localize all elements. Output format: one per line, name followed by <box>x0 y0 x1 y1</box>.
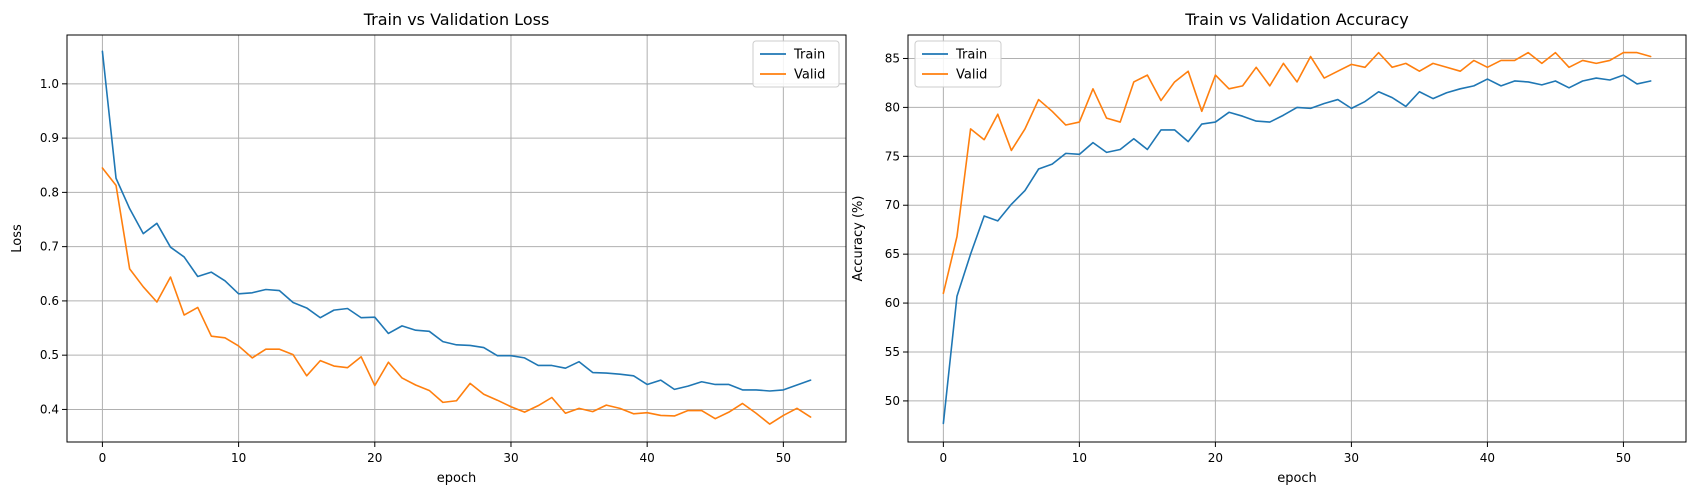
loss-x-axis-label: epoch <box>437 471 477 486</box>
loss-ytick-label: 0.8 <box>40 185 59 199</box>
accuracy-legend-box <box>914 40 1002 88</box>
loss-chart-title: Train vs Validation Loss <box>363 10 550 29</box>
loss-xtick-label: 20 <box>367 451 382 465</box>
accuracy-xtick-label: 50 <box>1616 451 1631 465</box>
accuracy-ytick-label: 60 <box>885 296 900 310</box>
accuracy-ytick-label: 80 <box>885 100 900 114</box>
accuracy-xtick-label: 30 <box>1344 451 1359 465</box>
accuracy-xtick-label: 40 <box>1480 451 1495 465</box>
loss-series-valid-line <box>101 167 812 425</box>
accuracy-xtick-label: 0 <box>940 451 948 465</box>
accuracy-legend: Train Valid <box>914 40 1002 88</box>
accuracy-ytick-label: 50 <box>885 394 900 408</box>
loss-ytick-label: 0.5 <box>40 348 59 362</box>
accuracy-ytick-label: 75 <box>885 149 900 163</box>
loss-plot-frame <box>66 34 847 443</box>
accuracy-xtick-label: 20 <box>1208 451 1223 465</box>
loss-ytick-label: 0.6 <box>40 294 59 308</box>
loss-xtick-label: 30 <box>503 451 518 465</box>
accuracy-chart: 0 10 20 30 40 50 50 55 60 65 70 75 80 85 Train vs Vali… <box>851 10 1687 486</box>
loss-legend-box <box>752 40 840 88</box>
loss-xtick-label: 40 <box>640 451 655 465</box>
accuracy-ytick-label: 55 <box>885 345 900 359</box>
loss-series-train-line <box>101 50 812 392</box>
loss-ytick-label: 0.7 <box>40 240 59 254</box>
accuracy-legend-label-valid: Valid <box>956 68 987 83</box>
accuracy-ytick-label: 85 <box>885 51 900 65</box>
loss-xtick-label: 50 <box>776 451 791 465</box>
loss-chart: 0 10 20 30 40 50 0.4 0.5 0.6 0.7 0.8 0.9 1.0 Train vs… <box>10 10 847 486</box>
loss-legend-label-valid: Valid <box>794 68 825 83</box>
accuracy-series-valid-line <box>942 51 1652 295</box>
accuracy-y-axis-label: Accuracy (%) <box>851 196 866 282</box>
loss-ytick-label: 1.0 <box>40 77 59 91</box>
loss-ytick-label: 0.9 <box>40 131 59 145</box>
loss-legend: Train Valid <box>752 40 840 88</box>
loss-xtick-label: 10 <box>231 451 246 465</box>
accuracy-x-axis-label: epoch <box>1277 471 1317 486</box>
accuracy-chart-title: Train vs Validation Accuracy <box>1184 10 1409 29</box>
loss-legend-label-train: Train <box>793 48 825 63</box>
loss-xtick-label: 0 <box>99 451 107 465</box>
accuracy-xtick-label: 10 <box>1072 451 1087 465</box>
accuracy-ytick-label: 65 <box>885 247 900 261</box>
accuracy-ytick-label: 70 <box>885 198 900 212</box>
loss-ytick-label: 0.4 <box>40 402 59 416</box>
loss-y-axis-label: Loss <box>10 224 25 253</box>
accuracy-plot-frame <box>907 34 1687 443</box>
accuracy-series-train-line <box>942 74 1652 425</box>
accuracy-legend-label-train: Train <box>955 48 987 63</box>
